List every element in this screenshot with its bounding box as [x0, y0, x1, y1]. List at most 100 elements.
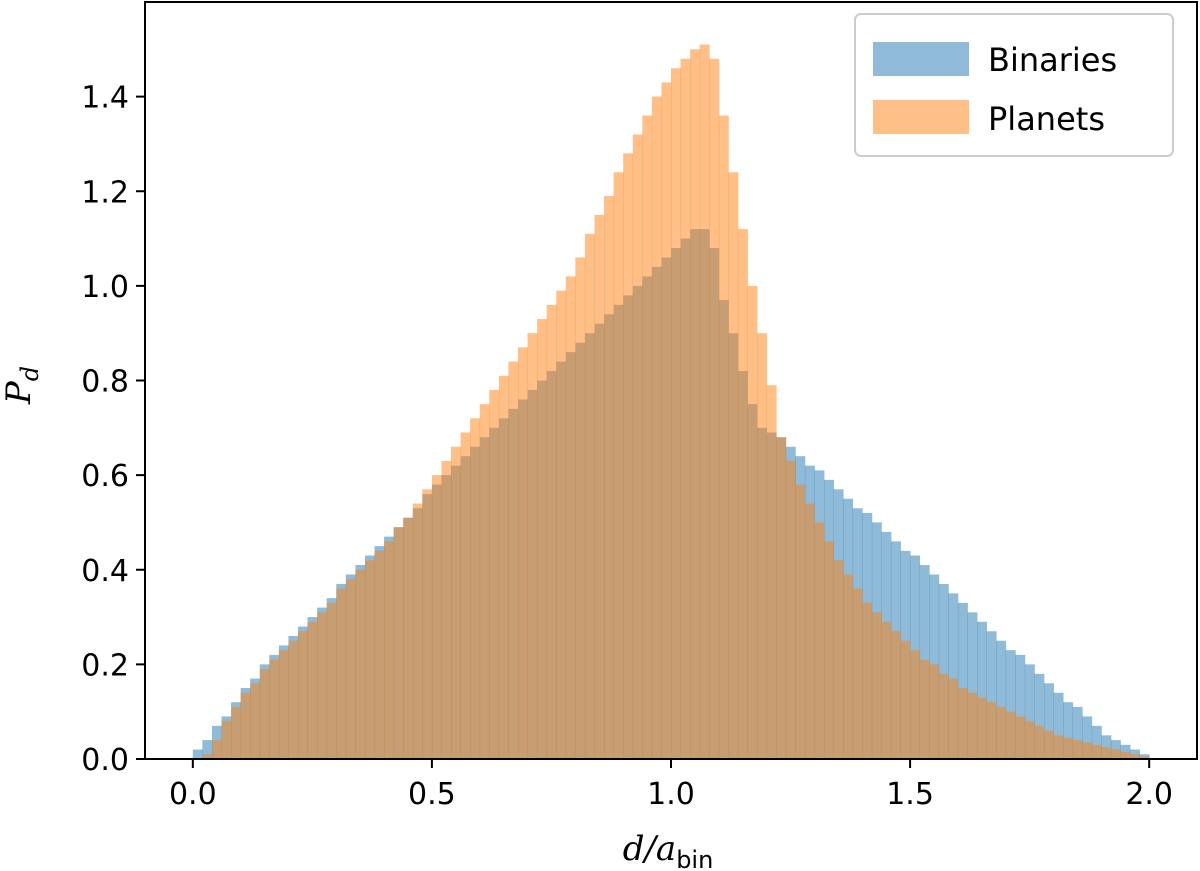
planets-bar	[996, 706, 1007, 759]
x-tick-label: 1.5	[886, 777, 934, 812]
y-axis-label-text: P	[0, 380, 39, 405]
planets-bar	[929, 664, 940, 759]
legend: Binaries Planets	[854, 13, 1174, 157]
planets-bar	[680, 58, 691, 759]
planets-bar	[537, 318, 548, 759]
planets-bar	[403, 517, 414, 759]
planets-bar	[938, 673, 949, 759]
planets-bar	[651, 96, 662, 759]
y-axis-label: Pd	[0, 366, 44, 405]
planets-bar	[824, 541, 834, 759]
planets-bar	[671, 68, 681, 760]
planets-bar	[231, 706, 242, 759]
planets-bar	[250, 683, 261, 759]
x-tick-label: 0.5	[408, 777, 456, 812]
planets-bar	[871, 612, 882, 759]
planets-bar	[470, 418, 481, 759]
planets-bar	[977, 697, 987, 759]
binaries-bar	[996, 640, 1007, 759]
x-tick-label: 0.0	[169, 777, 217, 812]
planets-bar	[833, 560, 844, 759]
planets-bar	[862, 602, 873, 759]
planets-bar	[202, 754, 213, 759]
planets-bar	[298, 631, 308, 759]
planets-bar	[757, 333, 768, 759]
planets-bars	[202, 44, 1150, 760]
planets-bar	[431, 475, 442, 759]
planets-bar	[795, 484, 806, 759]
planets-bar	[288, 640, 299, 759]
planets-bar	[575, 257, 586, 759]
y-tick-label: 0.0	[81, 743, 129, 778]
planets-bar	[384, 541, 395, 759]
binaries-bar	[938, 583, 949, 759]
planets-bar	[374, 550, 385, 759]
planets-bar	[441, 460, 452, 759]
binaries-bar	[1015, 654, 1026, 759]
planets-bar	[900, 640, 911, 759]
y-tick-label: 0.4	[81, 554, 129, 589]
planets-bar	[967, 692, 978, 759]
planets-bar	[766, 385, 777, 759]
binaries-bar	[967, 612, 978, 759]
planets-bar	[709, 58, 720, 759]
planets-bar	[613, 172, 624, 759]
planets-bar	[1120, 751, 1131, 759]
planets-bar	[1082, 742, 1093, 759]
planets-bar	[776, 437, 787, 759]
planets-bar	[336, 588, 347, 759]
x-axis-label: d/abin	[623, 829, 714, 871]
planets-bar	[1139, 756, 1150, 759]
binaries-bar	[1034, 673, 1045, 759]
planets-bar	[1024, 721, 1035, 759]
planets-bar	[1072, 740, 1083, 759]
y-axis-label-subscript: d	[16, 366, 44, 381]
planets-bar	[642, 115, 653, 760]
binaries-bar	[1091, 725, 1102, 759]
legend-label-planets: Planets	[988, 100, 1105, 138]
planets-bar	[852, 588, 863, 759]
planets-bar	[1130, 754, 1141, 759]
planets-bar	[211, 740, 222, 759]
legend-swatch-binaries	[873, 42, 969, 76]
planets-bar	[479, 404, 490, 759]
planets-bar	[584, 233, 595, 760]
y-tick-label: 1.0	[81, 270, 129, 305]
binaries-bar	[1053, 692, 1064, 759]
legend-label-binaries: Binaries	[988, 41, 1117, 79]
legend-swatch-planets	[873, 100, 969, 134]
planets-bar	[1053, 735, 1064, 759]
planets-bar	[957, 688, 968, 759]
planets-bar	[317, 612, 328, 759]
x-axis-label-subscript: bin	[676, 846, 713, 871]
planets-bar	[986, 702, 997, 759]
planets-bar	[804, 503, 815, 759]
planets-bar	[240, 692, 251, 759]
y-tick-label: 0.6	[81, 459, 129, 494]
planets-bar	[948, 678, 959, 759]
y-tick-label: 1.4	[81, 81, 129, 116]
planets-bar	[355, 569, 366, 759]
planets-bar	[604, 195, 615, 759]
planets-bar	[546, 304, 557, 759]
binaries-bar	[202, 740, 213, 759]
planets-bar	[565, 276, 576, 759]
planets-bar	[814, 522, 825, 759]
binaries-bar	[1063, 702, 1074, 759]
planets-bar	[556, 290, 567, 759]
planets-bar	[326, 602, 337, 759]
planets-bar	[1091, 744, 1102, 759]
planets-bar	[451, 446, 461, 759]
x-tick-label: 2.0	[1125, 777, 1173, 812]
planets-bar	[623, 153, 634, 759]
planets-bar	[345, 579, 356, 759]
planets-bar	[1015, 716, 1026, 759]
binaries-bar	[1005, 650, 1016, 759]
binaries-bar	[1043, 683, 1054, 759]
binaries-bar	[986, 631, 997, 759]
planets-bar	[890, 631, 901, 759]
planets-bar	[307, 621, 318, 759]
planets-bar	[1034, 725, 1045, 759]
planets-bar	[412, 503, 423, 759]
